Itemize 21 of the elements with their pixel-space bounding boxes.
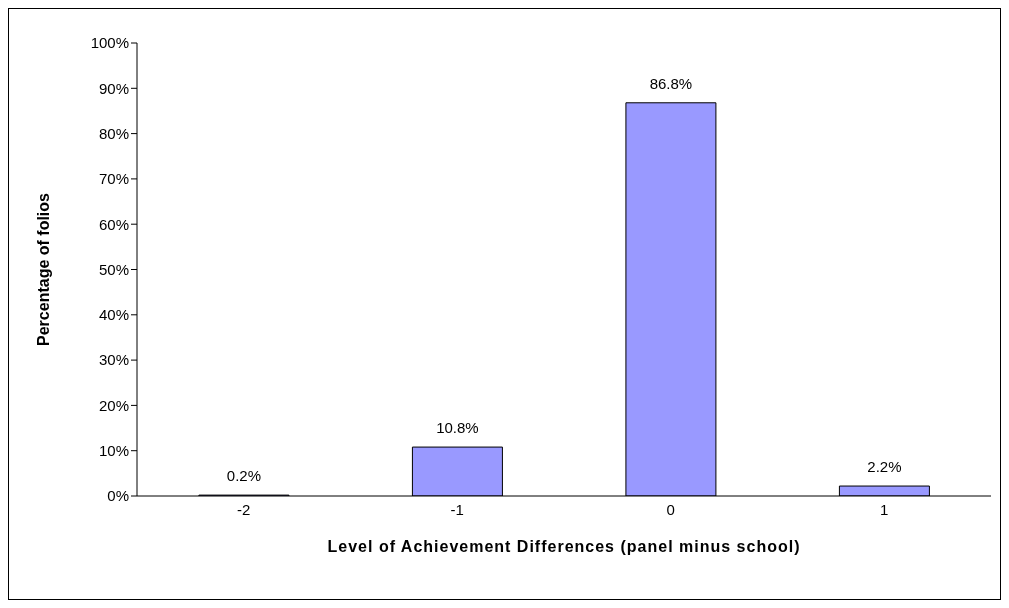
y-tick-label: 60% — [98, 215, 129, 233]
data-label: 0.2% — [226, 467, 262, 485]
data-label: 10.8% — [436, 419, 479, 437]
y-tick-label: 20% — [98, 396, 129, 414]
data-label: 2.2% — [867, 458, 902, 476]
y-tick-label: 40% — [98, 306, 129, 324]
y-tick-label: 90% — [98, 79, 129, 97]
y-tick-label: 50% — [98, 260, 129, 278]
data-label: 86.8% — [649, 74, 693, 92]
y-tick-label: 30% — [98, 351, 129, 369]
x-tick-label: -2 — [237, 500, 251, 518]
y-axis-title: Percentage of folios — [34, 192, 52, 346]
y-tick-label: 100% — [90, 34, 129, 52]
y-tick-label: 0% — [107, 487, 129, 505]
x-axis-title: Level of Achievement Differences (panel minus school) — [327, 538, 801, 555]
x-tick-label: 1 — [880, 500, 889, 518]
y-tick-label: 80% — [98, 124, 129, 142]
y-tick-label: 10% — [98, 442, 129, 460]
x-tick-label: -1 — [450, 500, 464, 518]
y-tick-label: 70% — [98, 170, 129, 188]
x-tick-label: 0 — [666, 500, 675, 518]
